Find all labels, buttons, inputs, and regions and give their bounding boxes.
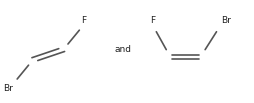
Text: Br: Br	[3, 84, 13, 93]
Text: F: F	[150, 16, 155, 25]
Text: and: and	[115, 45, 132, 54]
Text: Br: Br	[221, 16, 231, 25]
Text: F: F	[81, 16, 86, 25]
